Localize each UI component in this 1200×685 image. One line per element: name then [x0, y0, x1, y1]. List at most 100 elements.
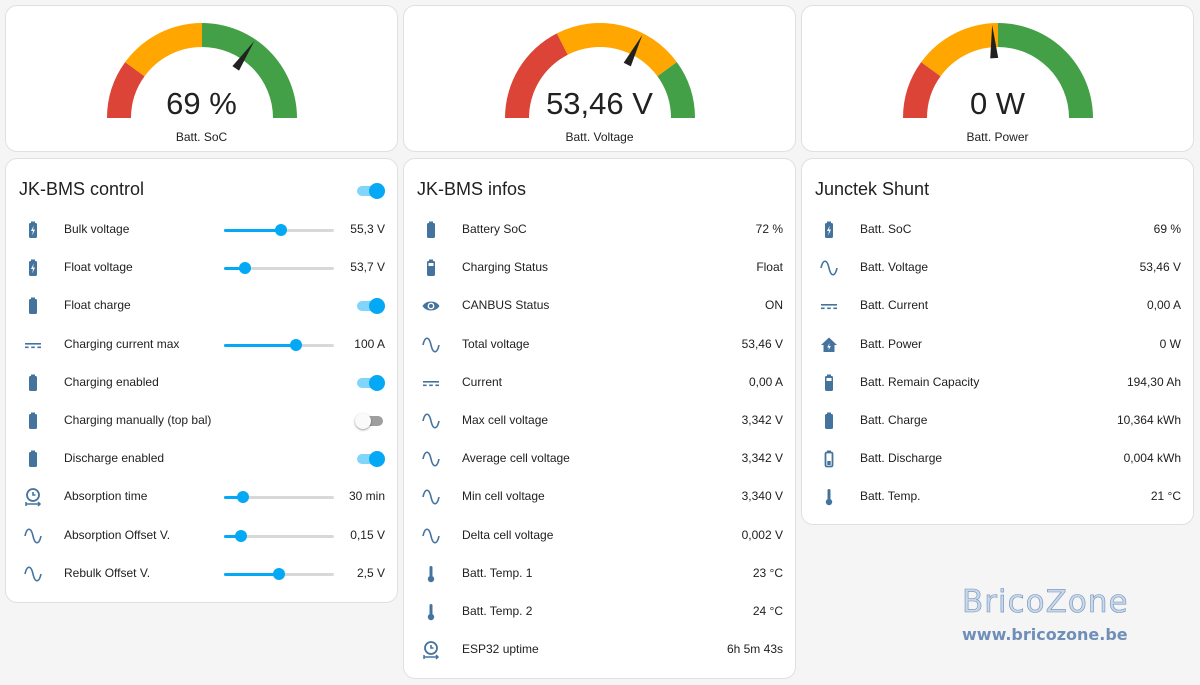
timer-icon: [421, 640, 441, 660]
slider-rebulk-offset-v[interactable]: [224, 567, 334, 580]
row-label: Max cell voltage: [462, 413, 549, 427]
row-batt-temp-2[interactable]: Batt. Temp. 2 24 °C: [404, 593, 795, 631]
row-value: 72 %: [755, 222, 783, 236]
row-value: 21 °C: [1150, 489, 1181, 504]
row-discharge-enabled[interactable]: Discharge enabled: [6, 440, 397, 478]
gauge-value: 69 %: [166, 86, 237, 121]
row-current[interactable]: Current 0,00 A: [404, 364, 795, 402]
row-charging-current-max[interactable]: Charging current max 100 A: [6, 326, 397, 364]
row-label: Batt. Voltage: [860, 260, 929, 275]
slider-absorption-offset-v[interactable]: [224, 529, 334, 542]
row-value: 0,00 A: [748, 374, 783, 389]
slider-knob[interactable]: [289, 338, 302, 351]
battery-icon: [23, 411, 43, 431]
current-dc-icon: [23, 335, 43, 355]
row-min-cell-voltage[interactable]: Min cell voltage 3,340 V: [404, 478, 795, 516]
toggle-thumb: [369, 374, 385, 391]
gauge-card-soc[interactable]: 69 % Batt. SoC: [5, 5, 398, 152]
slider-knob[interactable]: [273, 567, 285, 580]
battery-icon: [421, 220, 441, 240]
gauge-card-voltage[interactable]: 53,46 V Batt. Voltage: [403, 5, 796, 152]
gauge-segment-orange: [125, 23, 202, 77]
slider-knob[interactable]: [238, 262, 251, 275]
row-value: 0,00 A: [1146, 298, 1181, 313]
row-esp32-uptime[interactable]: ESP32 uptime 6h 5m 43s: [404, 631, 795, 669]
card-title: Junctek Shunt: [815, 179, 930, 199]
row-label: Batt. Discharge: [860, 451, 943, 466]
row-batt-temp[interactable]: Batt. Temp. 21 °C: [802, 478, 1193, 516]
slider-knob[interactable]: [275, 224, 288, 236]
row-bulk-voltage[interactable]: Bulk voltage 55,3 V: [6, 211, 397, 249]
row-charging-status[interactable]: Charging Status Float: [404, 249, 795, 287]
battery-icon: [819, 411, 839, 431]
gauge-card-power[interactable]: 0 W Batt. Power: [801, 5, 1194, 152]
sine-wave-icon: [421, 449, 441, 469]
row-label: Current: [462, 374, 503, 389]
row-batt-remain-capacity[interactable]: Batt. Remain Capacity 194,30 Ah: [802, 364, 1193, 402]
slider-absorption-time[interactable]: [224, 491, 334, 504]
row-batt-discharge[interactable]: Batt. Discharge 0,004 kWh: [802, 440, 1193, 478]
row-value: 24 °C: [752, 604, 783, 618]
row-value: 30 min: [348, 489, 385, 504]
row-max-cell-voltage[interactable]: Max cell voltage 3,342 V: [404, 402, 795, 440]
sine-wave-icon: [819, 258, 839, 278]
battery-outline-icon: [819, 449, 839, 469]
row-value: 3,340 V: [741, 489, 783, 504]
slider-bulk-voltage[interactable]: [224, 224, 334, 236]
junctek-shunt-card: Junctek Shunt Batt. SoC 69 % Batt. Voltage…: [801, 158, 1194, 525]
row-label: Float charge: [64, 298, 131, 313]
row-batt-current[interactable]: Batt. Current 0,00 A: [802, 287, 1193, 325]
battery-high-icon: [421, 258, 441, 278]
master-toggle[interactable]: [355, 183, 385, 199]
gauge-segment-orange: [921, 23, 998, 77]
row-label: Battery SoC: [462, 222, 527, 236]
eye-icon: [421, 296, 441, 316]
slider-float-voltage[interactable]: [224, 262, 334, 275]
row-batt-soc[interactable]: Batt. SoC 69 %: [802, 211, 1193, 249]
row-canbus-status[interactable]: CANBUS Status ON: [404, 287, 795, 325]
row-label: Batt. SoC: [860, 222, 912, 236]
home-lightning-icon: [819, 335, 839, 355]
gauge-segment-green: [657, 62, 695, 118]
toggle-charging-enabled[interactable]: [355, 374, 385, 391]
toggle-thumb: [369, 451, 385, 468]
row-value: 23 °C: [752, 565, 783, 580]
toggle-discharge-enabled[interactable]: [355, 451, 385, 468]
sine-wave-icon: [421, 487, 441, 507]
power-gauge: [903, 23, 1093, 118]
row-batt-charge[interactable]: Batt. Charge 10,364 kWh: [802, 402, 1193, 440]
row-label: Batt. Remain Capacity: [860, 374, 980, 389]
row-batt-temp-1[interactable]: Batt. Temp. 1 23 °C: [404, 555, 795, 593]
row-float-charge[interactable]: Float charge: [6, 287, 397, 325]
row-label: Float voltage: [64, 260, 133, 275]
row-total-voltage[interactable]: Total voltage 53,46 V: [404, 326, 795, 364]
gauge-segment-red: [505, 33, 568, 118]
row-absorption-time[interactable]: Absorption time 30 min: [6, 478, 397, 516]
row-label: Batt. Current: [860, 298, 929, 313]
slider-charging-current-max[interactable]: [224, 338, 334, 351]
slider-fill: [224, 534, 241, 538]
row-label: Min cell voltage: [462, 489, 545, 504]
row-value: 194,30 Ah: [1126, 374, 1181, 389]
slider-knob[interactable]: [234, 529, 247, 542]
slider-knob[interactable]: [236, 491, 249, 504]
row-batt-voltage[interactable]: Batt. Voltage 53,46 V: [802, 249, 1193, 287]
toggle-float-charge[interactable]: [355, 298, 385, 315]
row-float-voltage[interactable]: Float voltage 53,7 V: [6, 249, 397, 287]
row-value: 0,002 V: [741, 527, 783, 542]
row-value: 3,342 V: [741, 451, 783, 466]
toggle-charging-manually-top-bal[interactable]: [355, 413, 385, 429]
row-average-cell-voltage[interactable]: Average cell voltage 3,342 V: [404, 440, 795, 478]
row-rebulk-offset-v[interactable]: Rebulk Offset V. 2,5 V: [6, 555, 397, 593]
row-batt-power[interactable]: Batt. Power 0 W: [802, 326, 1193, 364]
gauge-needle: [623, 35, 643, 67]
battery-high-icon: [819, 373, 839, 393]
row-delta-cell-voltage[interactable]: Delta cell voltage 0,002 V: [404, 517, 795, 555]
row-charging-manually-top-bal[interactable]: Charging manually (top bal): [6, 402, 397, 440]
row-battery-soc[interactable]: Battery SoC 72 %: [404, 211, 795, 249]
timer-icon: [23, 487, 43, 507]
row-charging-enabled[interactable]: Charging enabled: [6, 364, 397, 402]
row-label: ESP32 uptime: [462, 642, 539, 657]
row-absorption-offset-v[interactable]: Absorption Offset V. 0,15 V: [6, 517, 397, 555]
row-value: ON: [765, 298, 783, 313]
